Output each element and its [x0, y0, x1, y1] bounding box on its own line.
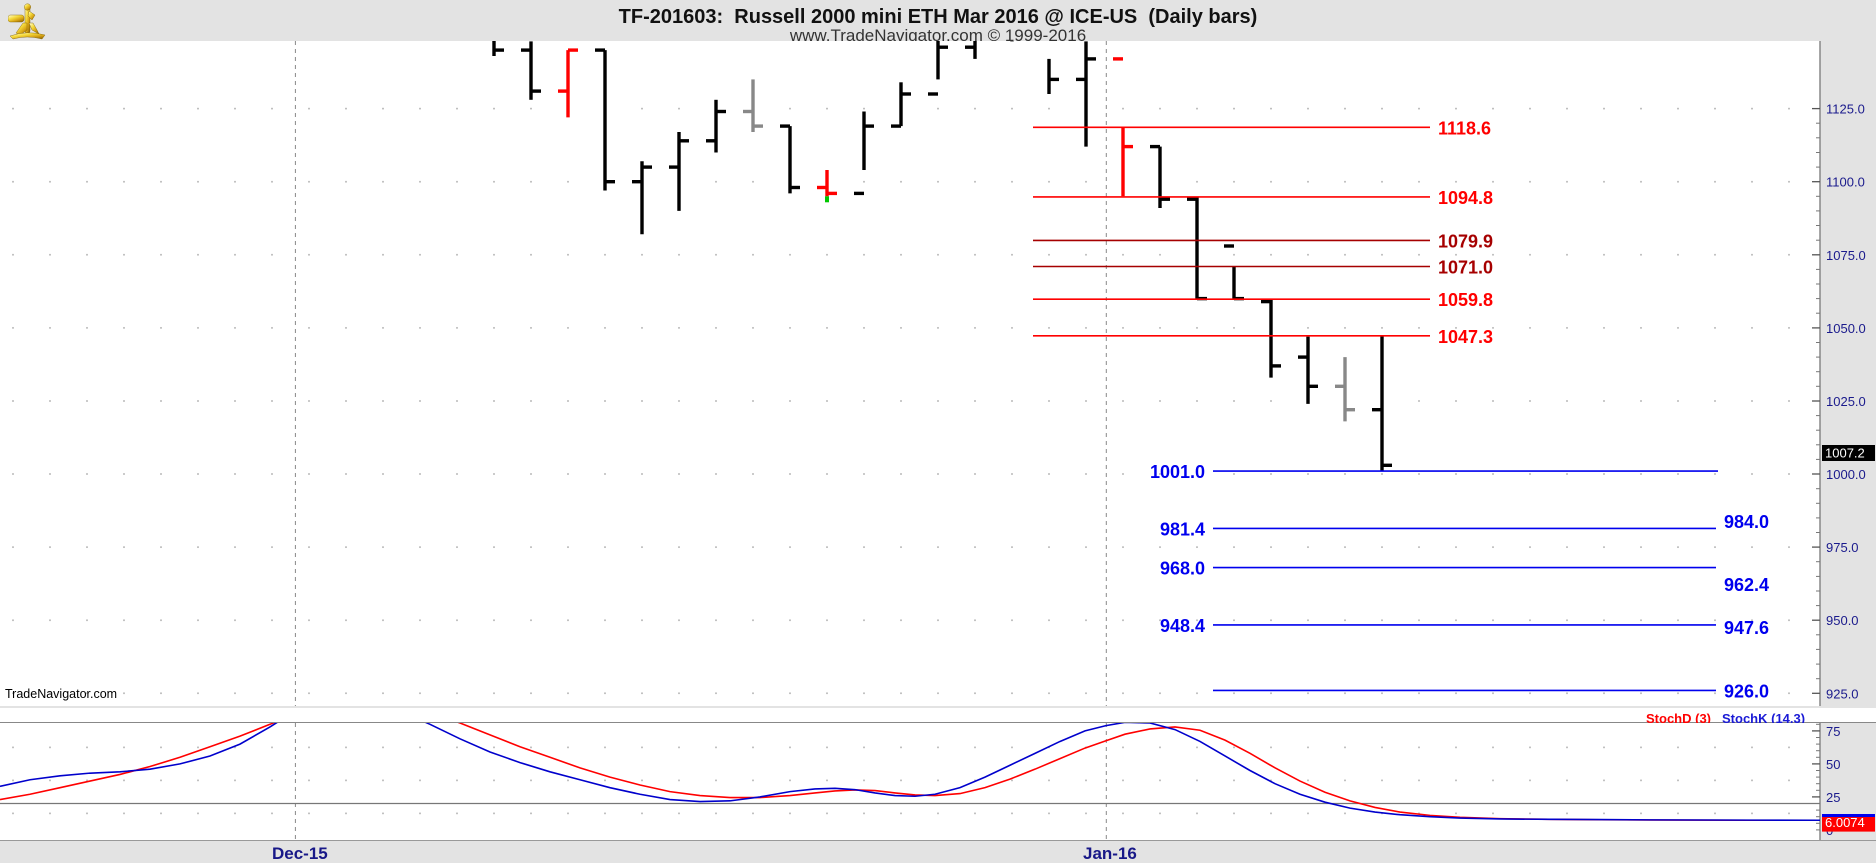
svg-text:1071.0: 1071.0	[1438, 258, 1493, 278]
svg-text:975.0: 975.0	[1826, 540, 1859, 555]
svg-text:50: 50	[1826, 757, 1840, 772]
svg-text:1118.6: 1118.6	[1438, 118, 1491, 138]
svg-text:968.0: 968.0	[1160, 559, 1205, 579]
svg-text:1007.2: 1007.2	[1825, 446, 1865, 461]
svg-text:948.4: 948.4	[1160, 616, 1205, 636]
svg-text:1094.8: 1094.8	[1438, 188, 1493, 208]
svg-text:1100.0: 1100.0	[1826, 175, 1865, 190]
svg-text:1000.0: 1000.0	[1826, 467, 1866, 482]
svg-text:1059.8: 1059.8	[1438, 290, 1493, 310]
svg-text:926.0: 926.0	[1724, 681, 1769, 701]
svg-text:1025.0: 1025.0	[1826, 394, 1866, 409]
svg-text:1075.0: 1075.0	[1826, 248, 1866, 263]
svg-text:6.0074: 6.0074	[1825, 815, 1865, 830]
svg-text:925.0: 925.0	[1826, 686, 1859, 701]
svg-text:1079.9: 1079.9	[1438, 231, 1493, 251]
svg-text:981.4: 981.4	[1160, 519, 1205, 539]
svg-text:TradeNavigator.com: TradeNavigator.com	[5, 687, 117, 701]
svg-text:950.0: 950.0	[1826, 613, 1859, 628]
svg-text:962.4: 962.4	[1724, 575, 1769, 595]
svg-text:25: 25	[1826, 790, 1840, 805]
svg-text:1001.0: 1001.0	[1150, 462, 1205, 482]
svg-text:1125.0: 1125.0	[1826, 102, 1865, 117]
svg-text:1050.0: 1050.0	[1826, 321, 1866, 336]
svg-text:947.6: 947.6	[1724, 618, 1769, 638]
svg-text:984.0: 984.0	[1724, 512, 1769, 532]
svg-text:75: 75	[1826, 724, 1840, 739]
svg-text:1047.3: 1047.3	[1438, 327, 1493, 347]
